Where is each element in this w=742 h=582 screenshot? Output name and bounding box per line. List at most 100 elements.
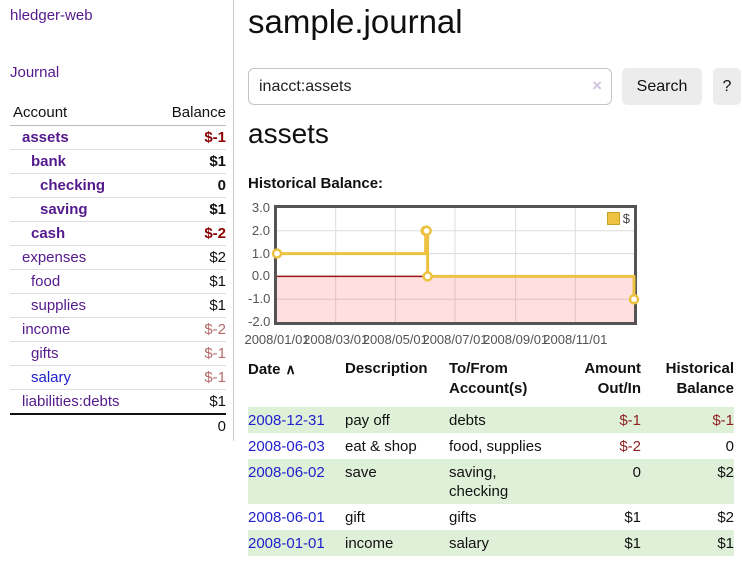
register-row: 2008-12-31 pay off debts $-1 $-1 [248, 407, 734, 433]
transaction-amount: $-2 [619, 438, 641, 455]
sidebar-account-link[interactable]: assets [22, 129, 69, 146]
data-point-marker [422, 271, 433, 282]
account-balance: $1 [151, 149, 226, 174]
transaction-date-link[interactable]: 2008-06-02 [248, 464, 325, 481]
x-tick-label: 2008/05/01 [362, 332, 428, 347]
transaction-accounts: food, supplies [449, 438, 542, 455]
transaction-description: income [345, 535, 394, 552]
account-balance: $2 [151, 245, 226, 270]
account-balance: $-2 [151, 317, 226, 342]
accounts-total-spacer [10, 413, 152, 438]
account-heading: assets [248, 118, 329, 149]
y-tick-label: 1.0 [251, 245, 270, 261]
register-header-amount: Amount Out/In [584, 360, 641, 397]
x-tick-label: 2008/11/01 [543, 332, 608, 347]
sidebar-item-journal[interactable]: Journal [10, 64, 60, 81]
y-tick-label: 3.0 [251, 200, 270, 215]
search-button[interactable]: Search [622, 68, 702, 105]
accounts-table: Account Balance assets $-1 bank $1 checking 0… [10, 101, 226, 438]
sidebar-account-link[interactable]: expenses [22, 249, 87, 266]
x-tick-label: 2008/09/01 [483, 332, 549, 347]
account-row: gifts $-1 [10, 341, 226, 366]
account-balance: $1 [151, 389, 226, 415]
transaction-balance: $-1 [712, 412, 734, 429]
account-balance: $1 [151, 197, 226, 222]
register-table: Date ∧ Description To/From Account(s) Amo… [248, 357, 734, 556]
x-tick-label: 2008/03/01 [303, 332, 369, 347]
transaction-balance: $2 [717, 509, 734, 526]
account-row: food $1 [10, 269, 226, 294]
transaction-date-link[interactable]: 2008-06-01 [248, 509, 325, 526]
y-tick-label: 0.0 [251, 268, 270, 284]
search-row: × Search ? [248, 68, 742, 105]
accounts-header-account: Account [10, 101, 152, 126]
sort-ascending-icon: ∧ [285, 361, 296, 377]
transaction-date-link[interactable]: 2008-01-01 [248, 535, 325, 552]
sidebar-account-link[interactable]: supplies [31, 297, 87, 314]
sidebar-account-link[interactable]: saving [40, 201, 88, 218]
page-title: sample.journal [248, 3, 463, 40]
sidebar: hledger-web Journal Account Balance asse… [10, 0, 226, 438]
legend-label: $ [622, 211, 630, 226]
sidebar-account-link[interactable]: food [31, 273, 61, 290]
sidebar-account-link[interactable]: cash [31, 225, 66, 242]
chart-canvas [271, 208, 640, 322]
account-row: liabilities:debts $1 [10, 389, 226, 415]
account-balance: $1 [151, 293, 226, 318]
register-header-row: Date ∧ Description To/From Account(s) Amo… [248, 357, 734, 407]
account-balance: 0 [151, 173, 226, 198]
transaction-balance: 0 [725, 438, 734, 455]
register-header-account: To/From Account(s) [449, 360, 528, 397]
accounts-header-row: Account Balance [10, 101, 226, 126]
transaction-accounts: salary [449, 535, 490, 552]
chart-plot-area: $ [271, 205, 640, 325]
transaction-date-link[interactable]: 2008-12-31 [248, 412, 325, 429]
account-row: supplies $1 [10, 293, 226, 318]
search-input[interactable] [248, 68, 612, 105]
x-tick-label: 2008/01/01 [244, 332, 310, 347]
register-header-description: Description [345, 360, 428, 377]
register-row: 2008-06-03 eat & shop food, supplies $-2 0 [248, 433, 734, 459]
data-point-marker [271, 248, 283, 259]
register-header-date-label: Date [248, 361, 281, 378]
account-balance: $-1 [151, 125, 226, 150]
account-balance: $1 [151, 269, 226, 294]
accounts-total-row: 0 [10, 413, 226, 438]
sidebar-account-link[interactable]: checking [40, 177, 106, 194]
transaction-amount: 0 [632, 464, 641, 481]
y-tick-label: 2.0 [251, 222, 270, 238]
accounts-header-balance: Balance [151, 101, 226, 126]
chart-title: Historical Balance: [248, 175, 384, 192]
legend-swatch-icon [606, 212, 620, 225]
x-tick-label: 2008/07/01 [422, 332, 488, 347]
transaction-amount: $1 [624, 509, 641, 526]
account-balance: $-1 [151, 365, 226, 390]
data-point-marker [628, 293, 640, 305]
sidebar-account-link[interactable]: bank [31, 153, 67, 170]
transaction-description: eat & shop [345, 438, 417, 455]
register-row: 2008-06-02 save saving, checking 0 $2 [248, 459, 734, 504]
transaction-description: gift [345, 509, 366, 526]
account-row: expenses $2 [10, 245, 226, 270]
sidebar-account-link[interactable]: liabilities:debts [22, 393, 120, 410]
help-button[interactable]: ? [713, 68, 741, 105]
clear-search-icon[interactable]: × [592, 76, 602, 95]
search-box: × [248, 68, 612, 105]
transaction-description: pay off [345, 412, 390, 429]
negative-region [277, 276, 634, 322]
y-tick-label: -2.0 [248, 314, 271, 329]
accounts-total-value: 0 [151, 413, 226, 438]
register-header-date[interactable]: Date ∧ [248, 357, 345, 407]
sidebar-divider [233, 0, 234, 441]
transaction-amount: $-1 [619, 412, 641, 429]
transaction-accounts: saving, checking [449, 464, 509, 500]
account-row: saving $1 [10, 197, 226, 222]
transaction-date-link[interactable]: 2008-06-03 [248, 438, 325, 455]
sidebar-account-link[interactable]: income [22, 321, 71, 338]
account-row: cash $-2 [10, 221, 226, 246]
account-row: bank $1 [10, 149, 226, 174]
sidebar-account-link[interactable]: gifts [31, 345, 59, 362]
app-title[interactable]: hledger-web [10, 7, 93, 24]
sidebar-account-link[interactable]: salary [31, 369, 72, 386]
balance-chart: 3.0 2.0 1.0 0.0 -1.0 -2.0 $ 2008/01/01 2008/03… [244, 200, 734, 349]
